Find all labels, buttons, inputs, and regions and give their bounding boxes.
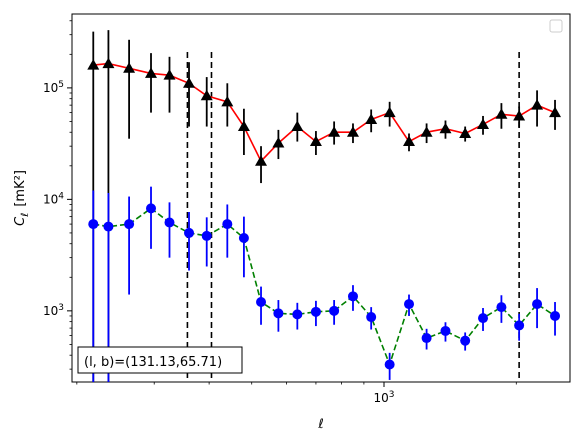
series-line	[93, 62, 556, 163]
data-point	[440, 325, 451, 336]
data-point	[366, 312, 377, 323]
data-point	[365, 113, 378, 125]
data-point	[439, 122, 452, 134]
y-tick-label: 104	[43, 191, 64, 206]
data-point	[221, 95, 234, 107]
data-point	[200, 89, 213, 101]
annotation-box: (l, b)=(131.13,65.71)	[77, 346, 243, 374]
data-point	[103, 221, 114, 232]
data-point	[514, 320, 525, 331]
data-point	[403, 135, 416, 147]
data-point	[347, 291, 358, 302]
data-point	[87, 59, 100, 70]
data-point	[146, 203, 157, 214]
data-point	[329, 305, 340, 316]
data-point	[201, 230, 212, 241]
data-point	[310, 306, 321, 317]
series-line	[93, 207, 556, 367]
data-point	[184, 227, 195, 238]
data-point	[292, 309, 303, 320]
data-point	[384, 359, 395, 370]
data-point	[164, 217, 175, 228]
y-tick-label: 103	[43, 303, 64, 318]
data-point	[255, 155, 268, 166]
data-point	[346, 126, 359, 137]
data-point	[328, 126, 341, 137]
x-axis-label: ℓ	[317, 417, 323, 432]
data-point	[460, 335, 471, 346]
annotation-text: (l, b)=(131.13,65.71)	[84, 355, 222, 370]
data-point	[477, 118, 490, 129]
data-point	[145, 67, 158, 78]
data-point	[513, 109, 526, 121]
data-point	[495, 108, 508, 119]
data-point	[238, 233, 249, 244]
series-1	[88, 186, 561, 382]
data-point	[222, 219, 233, 230]
data-point	[183, 77, 196, 88]
plot-frame	[71, 13, 571, 383]
data-point	[273, 308, 284, 319]
data-point	[496, 302, 507, 313]
data-point	[549, 106, 562, 118]
y-axis-label: Cℓ[mK²]	[13, 170, 31, 226]
data-point	[404, 299, 415, 310]
data-point	[272, 137, 285, 148]
x-tick-label: 103	[373, 390, 394, 405]
data-point	[459, 127, 472, 138]
legend-box	[549, 19, 563, 33]
data-point	[237, 120, 250, 132]
data-point	[163, 69, 176, 80]
data-point	[123, 62, 136, 73]
data-point	[309, 135, 322, 147]
data-point	[256, 297, 267, 308]
data-point	[88, 219, 99, 230]
data-point	[102, 57, 115, 69]
data-point	[550, 310, 561, 321]
data-point	[124, 219, 135, 230]
x-axis-ticks: 103	[76, 382, 517, 405]
data-point	[532, 299, 543, 310]
data-point	[531, 99, 544, 110]
plot-area	[87, 30, 562, 382]
data-point	[291, 120, 304, 132]
data-point	[383, 106, 396, 118]
y-axis-ticks: 103 104 105	[43, 20, 72, 370]
data-point	[478, 313, 489, 324]
y-tick-label: 105	[43, 80, 64, 95]
data-point	[421, 333, 432, 344]
data-point	[420, 126, 433, 137]
